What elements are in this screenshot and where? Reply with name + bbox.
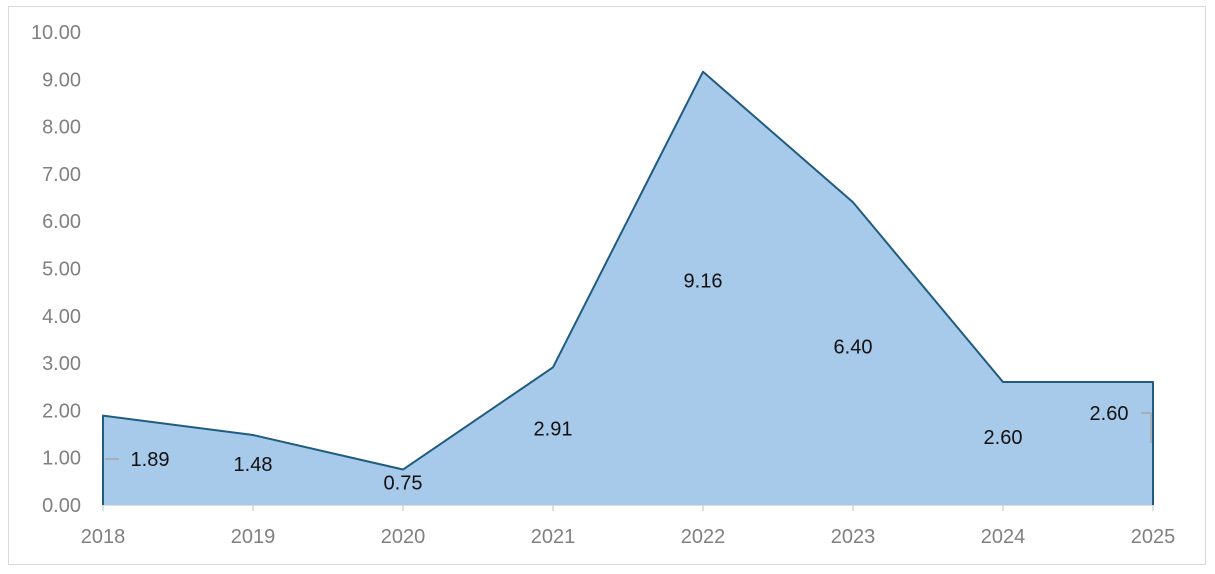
x-tick-label: 2021 — [531, 526, 576, 548]
y-tick-label: 2.00 — [42, 400, 81, 422]
y-axis: 0.00 1.00 2.00 3.00 4.00 5.00 6.00 7.00 8.00 9.00… — [31, 22, 81, 517]
x-tick-label: 2019 — [231, 526, 276, 548]
data-label: 2.60 — [1090, 403, 1129, 425]
data-labels: 1.89 1.48 0.75 2.91 9.16 6.40 2.60 2.60 — [105, 271, 1152, 495]
data-label: 9.16 — [684, 271, 723, 293]
data-label: 1.48 — [234, 454, 273, 476]
x-tick-label: 2024 — [981, 526, 1026, 548]
data-label: 2.60 — [984, 427, 1023, 449]
x-tick-label: 2025 — [1131, 526, 1176, 548]
y-tick-label: 8.00 — [42, 117, 81, 139]
y-tick-label: 3.00 — [42, 353, 81, 375]
area-line — [102, 70, 1154, 505]
y-tick-label: 4.00 — [42, 306, 81, 328]
y-tick-label: 5.00 — [42, 259, 81, 281]
y-tick-label: 1.00 — [42, 448, 81, 470]
series-area — [102, 70, 1154, 506]
data-label-leader — [1141, 412, 1152, 443]
x-tick-label: 2018 — [81, 526, 126, 548]
data-label: 0.75 — [384, 473, 423, 495]
x-tick-label: 2022 — [681, 526, 726, 548]
y-tick-label: 9.00 — [42, 69, 81, 91]
x-tick-label: 2023 — [831, 526, 876, 548]
area-fill — [103, 71, 1153, 506]
data-label: 6.40 — [834, 336, 873, 358]
x-tick-label: 2020 — [381, 526, 426, 548]
data-label: 1.89 — [131, 449, 170, 471]
y-tick-label: 7.00 — [42, 164, 81, 186]
y-tick-label: 0.00 — [42, 495, 81, 517]
y-tick-label: 6.00 — [42, 211, 81, 233]
data-label: 2.91 — [534, 418, 573, 440]
x-axis: 2018 2019 2020 2021 2022 2023 2024 2025 — [81, 504, 1176, 548]
y-tick-label: 10.00 — [31, 22, 81, 44]
